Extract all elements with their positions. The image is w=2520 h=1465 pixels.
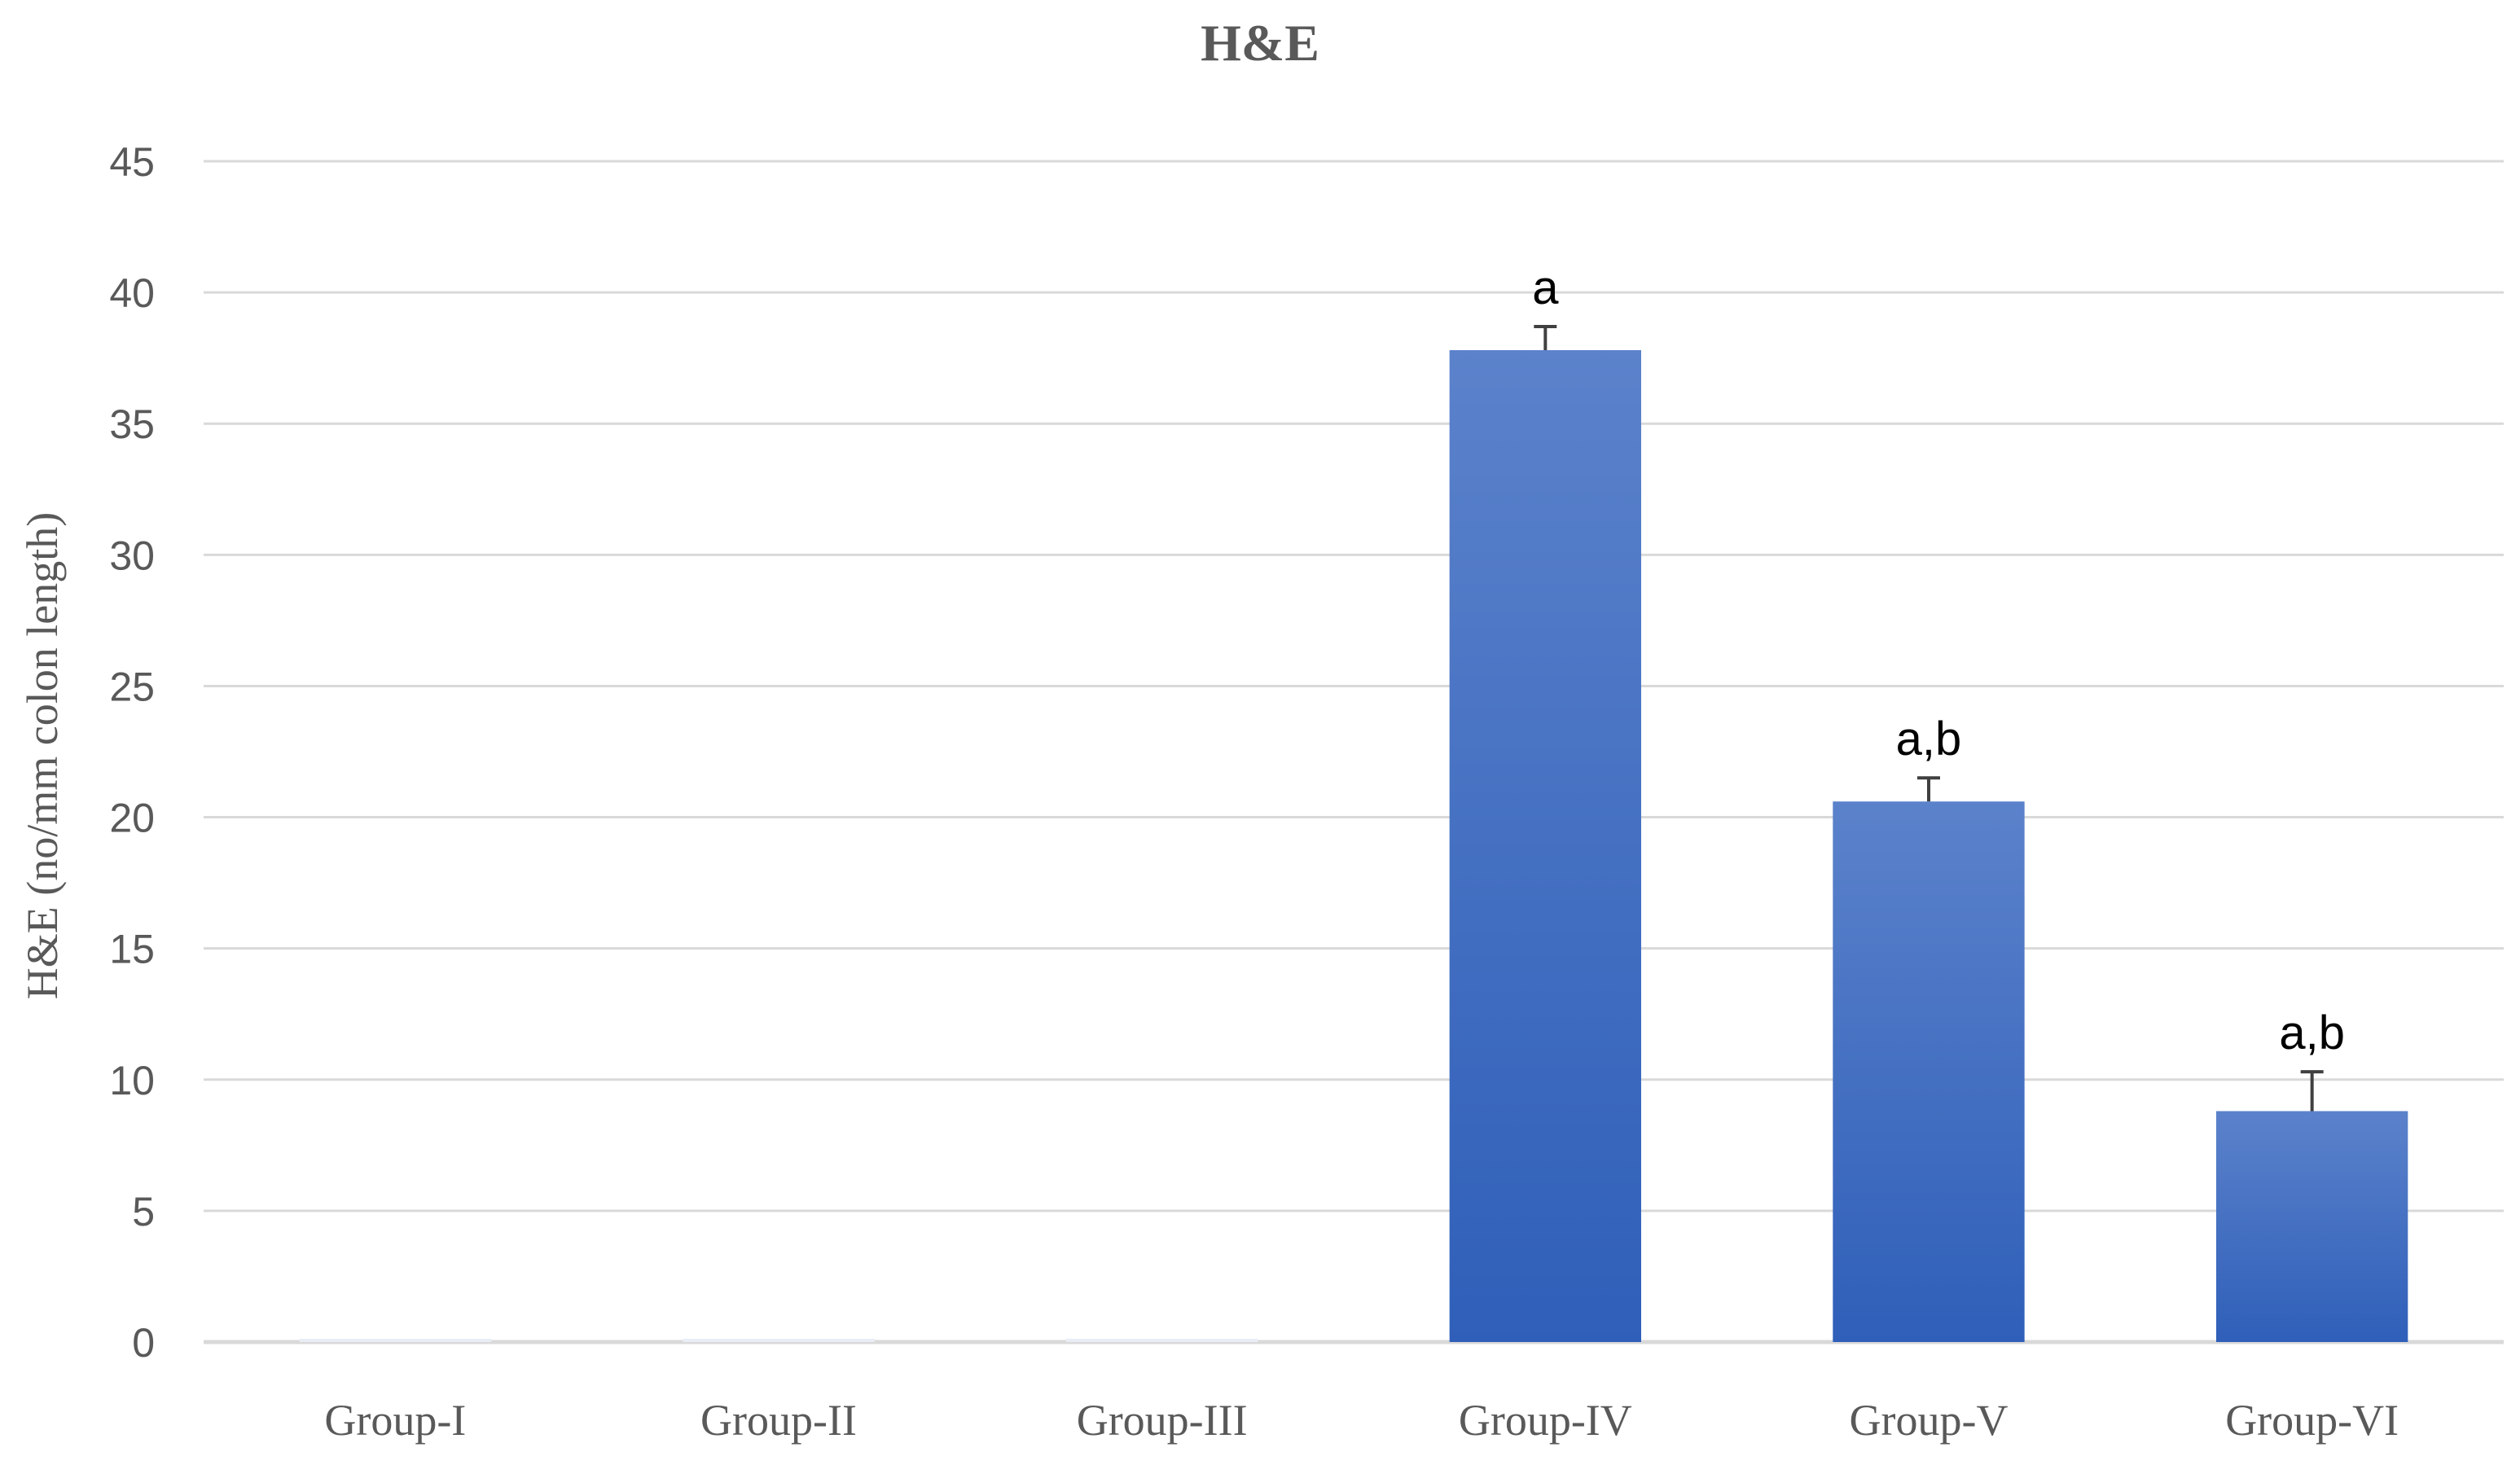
y-tick-label: 5 (132, 1189, 155, 1235)
y-tick-label: 45 (109, 139, 155, 185)
x-tick-label: Group-V (1850, 1396, 2009, 1445)
bar (683, 1339, 875, 1342)
y-tick-label: 15 (109, 927, 155, 972)
significance-label: a (1532, 261, 1559, 314)
bar (1449, 350, 1641, 1342)
y-tick-label: 40 (109, 270, 155, 316)
significance-label: a,b (1896, 713, 1962, 765)
y-tick-label: 0 (132, 1320, 155, 1366)
y-tick-label: 20 (109, 796, 155, 841)
y-tick-label: 25 (109, 664, 155, 709)
bar (1066, 1339, 1258, 1342)
x-axis-ticks: Group-I Group-II Group-III Group-IV Group-V G… (324, 1396, 2399, 1445)
x-tick-label: Group-IV (1459, 1396, 1632, 1445)
gridlines (204, 160, 2504, 1344)
bar (299, 1339, 491, 1342)
y-axis-ticks: 0 5 10 15 20 25 30 35 40 45 (109, 139, 155, 1366)
chart-title: H&E (1201, 14, 1319, 72)
x-tick-label: Group-I (324, 1396, 466, 1445)
bar (2216, 1111, 2408, 1342)
y-tick-label: 35 (109, 401, 155, 447)
x-tick-label: Group-VI (2225, 1396, 2399, 1445)
y-axis-label: H&E (no/mm colon length) (18, 512, 67, 999)
bars: a a,b a,b (299, 261, 2408, 1342)
bar (1833, 801, 2025, 1342)
significance-label: a,b (2279, 1007, 2345, 1059)
y-tick-label: 10 (109, 1058, 155, 1103)
x-tick-label: Group-III (1077, 1396, 1248, 1445)
x-tick-label: Group-II (700, 1396, 857, 1445)
y-tick-label: 30 (109, 533, 155, 578)
